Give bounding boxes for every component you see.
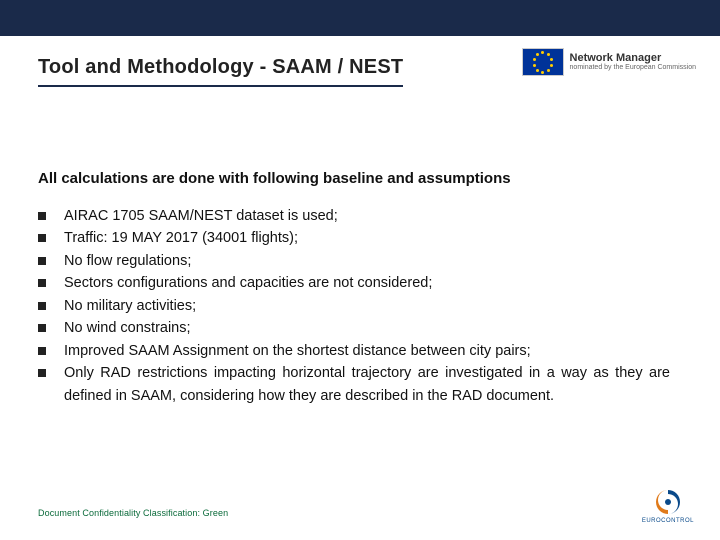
bullet-text: Traffic: 19 MAY 2017 (34001 flights);: [64, 227, 298, 249]
bullet-text: AIRAC 1705 SAAM/NEST dataset is used;: [64, 205, 338, 227]
eu-flag-icon: [522, 48, 564, 76]
network-manager-text: Network Manager nominated by the Europea…: [570, 52, 696, 72]
bullet-square-icon: [38, 212, 46, 220]
bullet-text: Sectors configurations and capacities ar…: [64, 272, 432, 294]
bullet-list: AIRAC 1705 SAAM/NEST dataset is used; Tr…: [38, 205, 670, 407]
eurocontrol-swirl-icon: [653, 487, 683, 517]
eurocontrol-label: EUROCONTROL: [642, 518, 694, 524]
eurocontrol-logo: EUROCONTROL: [642, 487, 694, 524]
bullet-text: No flow regulations;: [64, 250, 191, 272]
nm-line2: nominated by the European Commission: [570, 64, 696, 72]
list-item: AIRAC 1705 SAAM/NEST dataset is used;: [38, 205, 670, 227]
footer-classification: Document Confidentiality Classification:…: [38, 508, 228, 518]
bullet-square-icon: [38, 324, 46, 332]
slide-title: Tool and Methodology - SAAM / NEST: [38, 56, 403, 87]
list-item: Sectors configurations and capacities ar…: [38, 272, 670, 294]
bullet-text: Improved SAAM Assignment on the shortest…: [64, 340, 531, 362]
list-item: Improved SAAM Assignment on the shortest…: [38, 340, 670, 362]
nm-line1: Network Manager: [570, 52, 696, 64]
list-item: No military activities;: [38, 295, 670, 317]
bullet-square-icon: [38, 234, 46, 242]
intro-text: All calculations are done with following…: [38, 170, 511, 187]
bullet-text: No wind constrains;: [64, 317, 191, 339]
slide: Tool and Methodology - SAAM / NEST Netwo…: [0, 0, 720, 540]
list-item: Only RAD restrictions impacting horizont…: [38, 362, 670, 407]
bullet-square-icon: [38, 279, 46, 287]
list-item: No flow regulations;: [38, 250, 670, 272]
bullet-square-icon: [38, 257, 46, 265]
bullet-square-icon: [38, 347, 46, 355]
header-logo-block: Network Manager nominated by the Europea…: [522, 48, 696, 76]
bullet-text: Only RAD restrictions impacting horizont…: [64, 362, 670, 407]
top-bar: [0, 0, 720, 36]
bullet-square-icon: [38, 302, 46, 310]
bullet-square-icon: [38, 369, 46, 377]
list-item: Traffic: 19 MAY 2017 (34001 flights);: [38, 227, 670, 249]
bullet-text: No military activities;: [64, 295, 196, 317]
list-item: No wind constrains;: [38, 317, 670, 339]
